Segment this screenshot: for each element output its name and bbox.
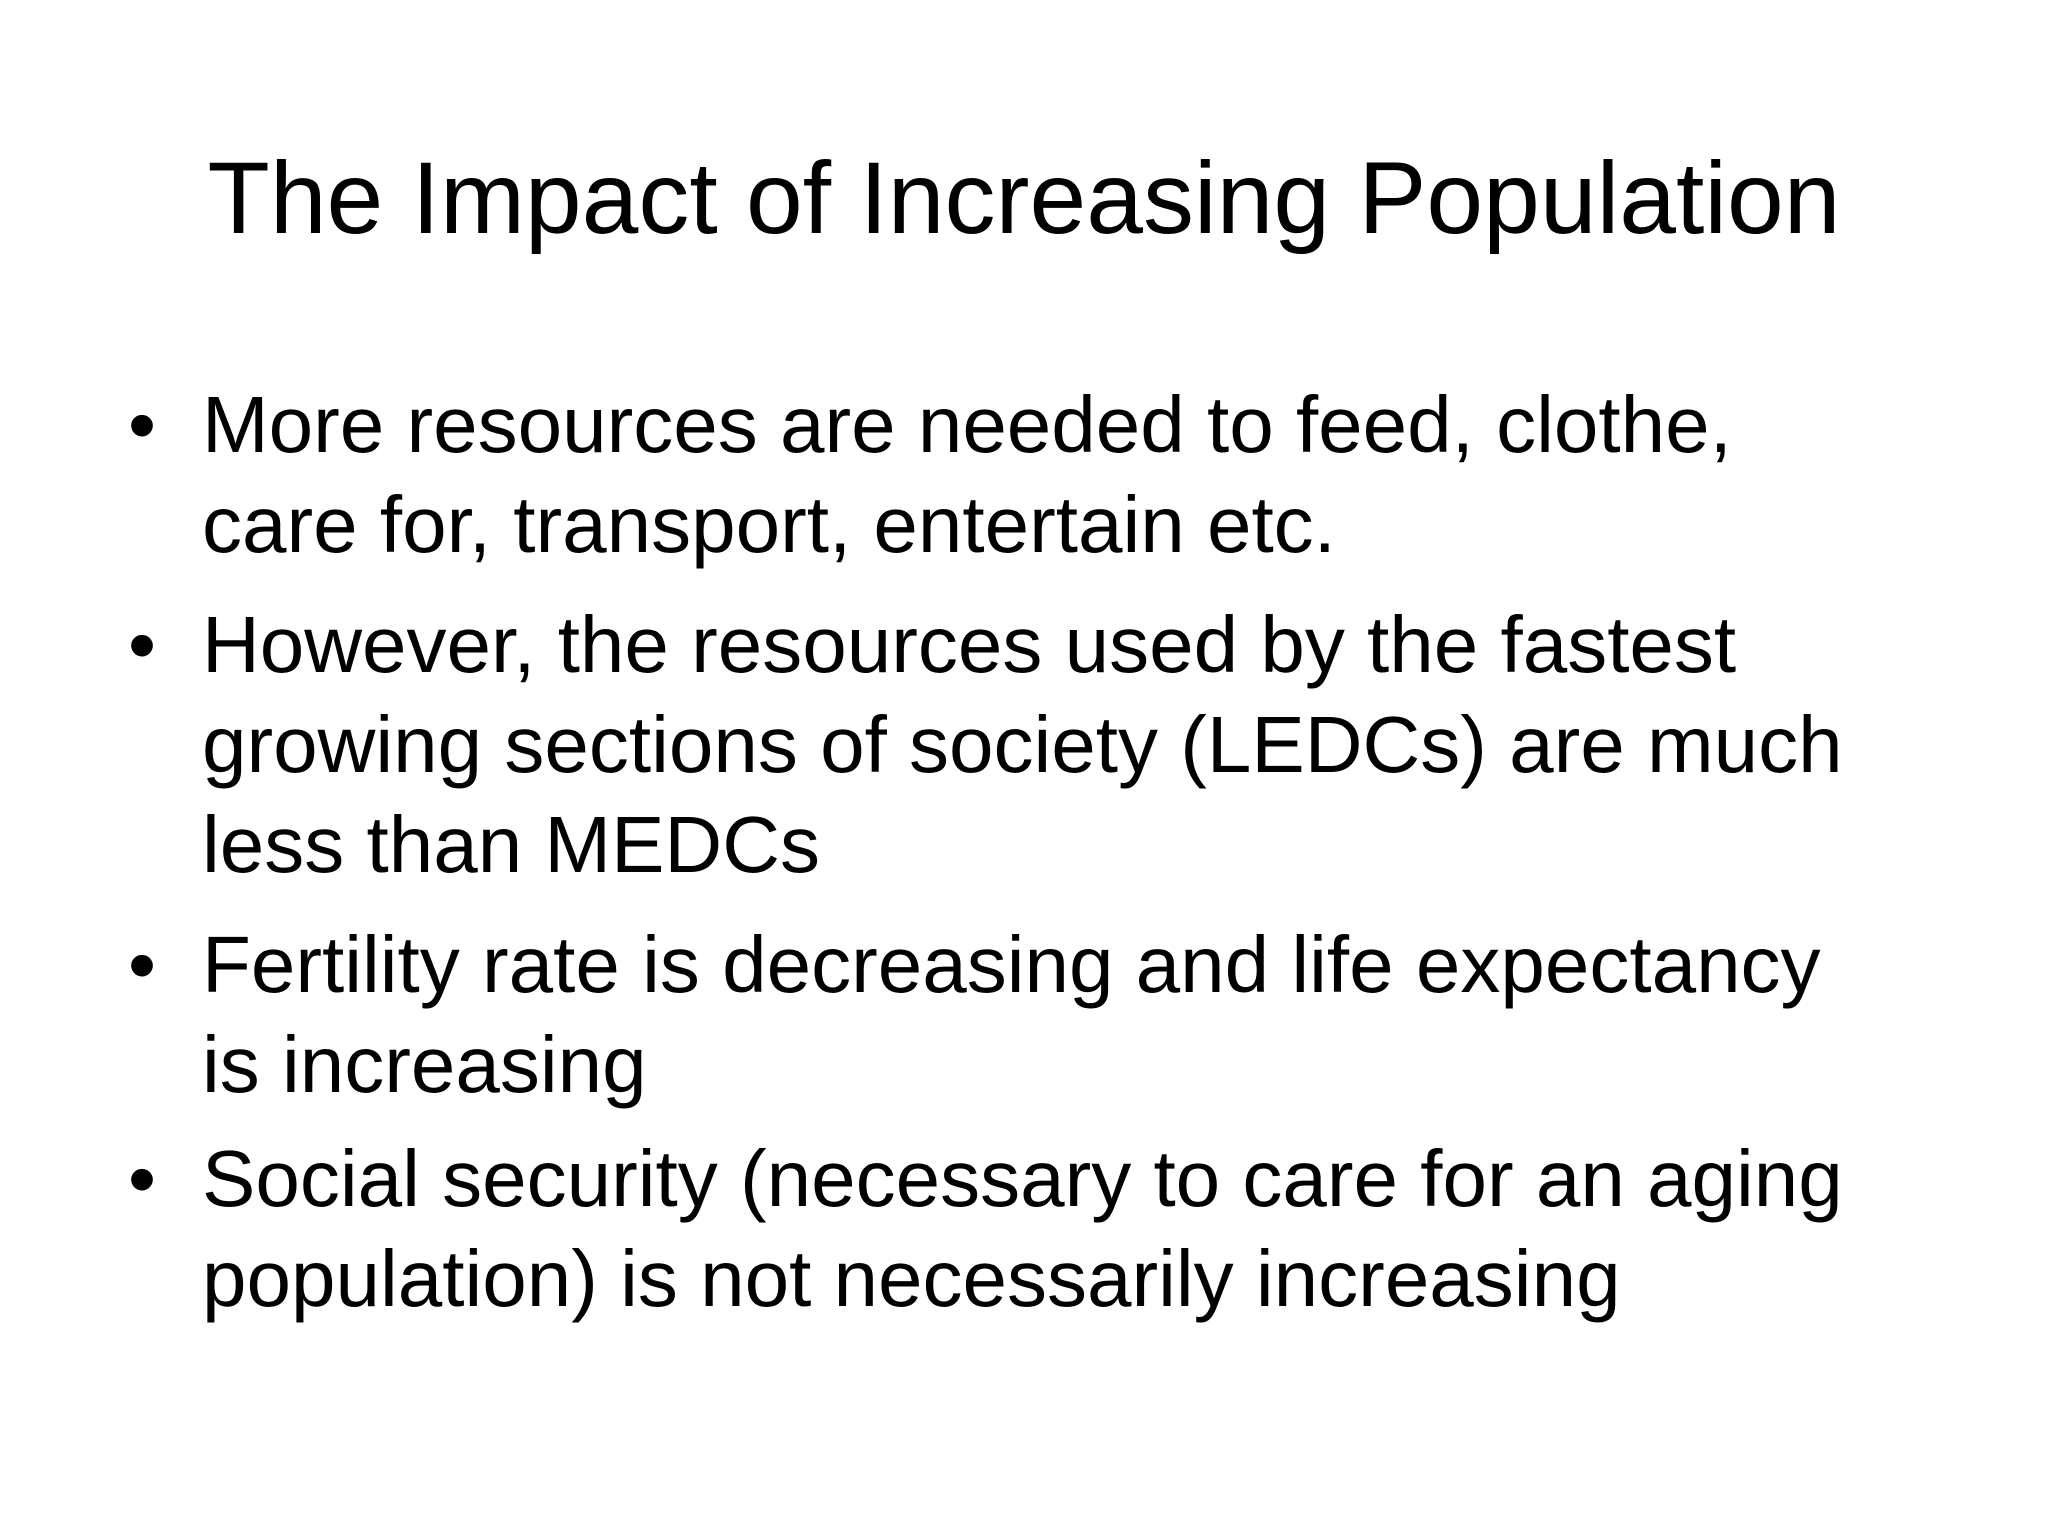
bullet-2-line-3: less than MEDCs [202, 800, 820, 889]
bullet-3-line-2: is increasing [202, 1020, 647, 1109]
bullet-item-1: • More resources are needed to feed, clo… [120, 375, 1940, 575]
bullet-item-4: • Social security (necessary to care for… [120, 1129, 1940, 1329]
bullet-1-line-2: care for, transport, entertain etc. [202, 480, 1336, 569]
bullet-2-line-2: growing sections of society (LEDCs) are … [202, 700, 1843, 789]
bullet-list: • More resources are needed to feed, clo… [120, 375, 1940, 1349]
bullet-item-2: • However, the resources used by the fas… [120, 595, 1940, 895]
bullet-4-line-2: population) is not necessarily increasin… [202, 1234, 1621, 1323]
bullet-3-line-1: Fertility rate is decreasing and life ex… [202, 920, 1821, 1009]
slide-title: The Impact of Increasing Population [207, 141, 1841, 255]
bullet-dot-icon: • [128, 1134, 157, 1223]
bullet-2-line-1: However, the resources used by the faste… [202, 600, 1737, 689]
bullet-1-line-1: More resources are needed to feed, cloth… [202, 380, 1732, 469]
bullet-dot-icon: • [128, 380, 157, 469]
bullet-4-line-1: Social security (necessary to care for a… [202, 1134, 1843, 1223]
bullet-item-3: • Fertility rate is decreasing and life … [120, 915, 1940, 1115]
bullet-dot-icon: • [128, 600, 157, 689]
bullet-dot-icon: • [128, 920, 157, 1009]
